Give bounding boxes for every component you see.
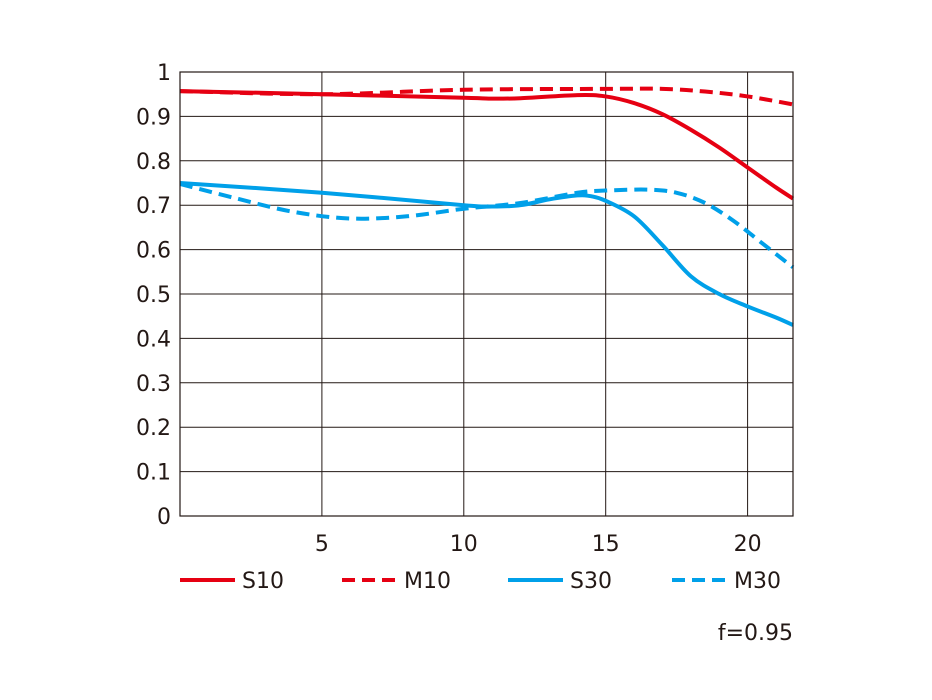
x-tick-label: 15 <box>592 532 620 557</box>
y-tick-label: 0.2 <box>136 416 171 441</box>
y-tick-label: 0.1 <box>136 461 171 486</box>
series-line-s10 <box>179 89 795 201</box>
grid <box>180 71 793 517</box>
y-tick-label: 0 <box>157 505 171 530</box>
y-tick-label: 0.6 <box>136 239 171 264</box>
y-tick-label: 0.7 <box>136 194 171 219</box>
series-line-m30 <box>179 181 795 269</box>
legend-label: M30 <box>734 569 781 594</box>
annotation: f=0.95 <box>718 621 793 646</box>
y-axis-ticks: 0 0.1 0.2 0.3 0.4 0.5 0.6 0.7 0.8 0.9 1 <box>136 61 171 530</box>
x-tick-label: 20 <box>734 532 762 557</box>
legend-label: S30 <box>570 569 612 594</box>
legend: S10 M10 S30 M30 <box>180 569 781 594</box>
y-tick-label: 1 <box>157 61 171 86</box>
y-tick-label: 0.5 <box>136 283 171 308</box>
y-tick-label: 0.3 <box>136 372 171 397</box>
series-line-m10 <box>179 86 794 107</box>
plot-frame <box>179 71 794 517</box>
y-tick-label: 0.9 <box>136 105 171 130</box>
legend-label: S10 <box>242 569 284 594</box>
y-tick-label: 0.8 <box>136 150 171 175</box>
x-tick-label: 10 <box>450 532 478 557</box>
x-axis-ticks: 5 10 15 20 <box>315 532 762 557</box>
x-tick-label: 5 <box>315 532 329 557</box>
series-lines <box>179 86 795 327</box>
y-tick-label: 0.4 <box>136 327 171 352</box>
legend-label: M10 <box>404 569 451 594</box>
series-line-s30 <box>179 181 794 327</box>
